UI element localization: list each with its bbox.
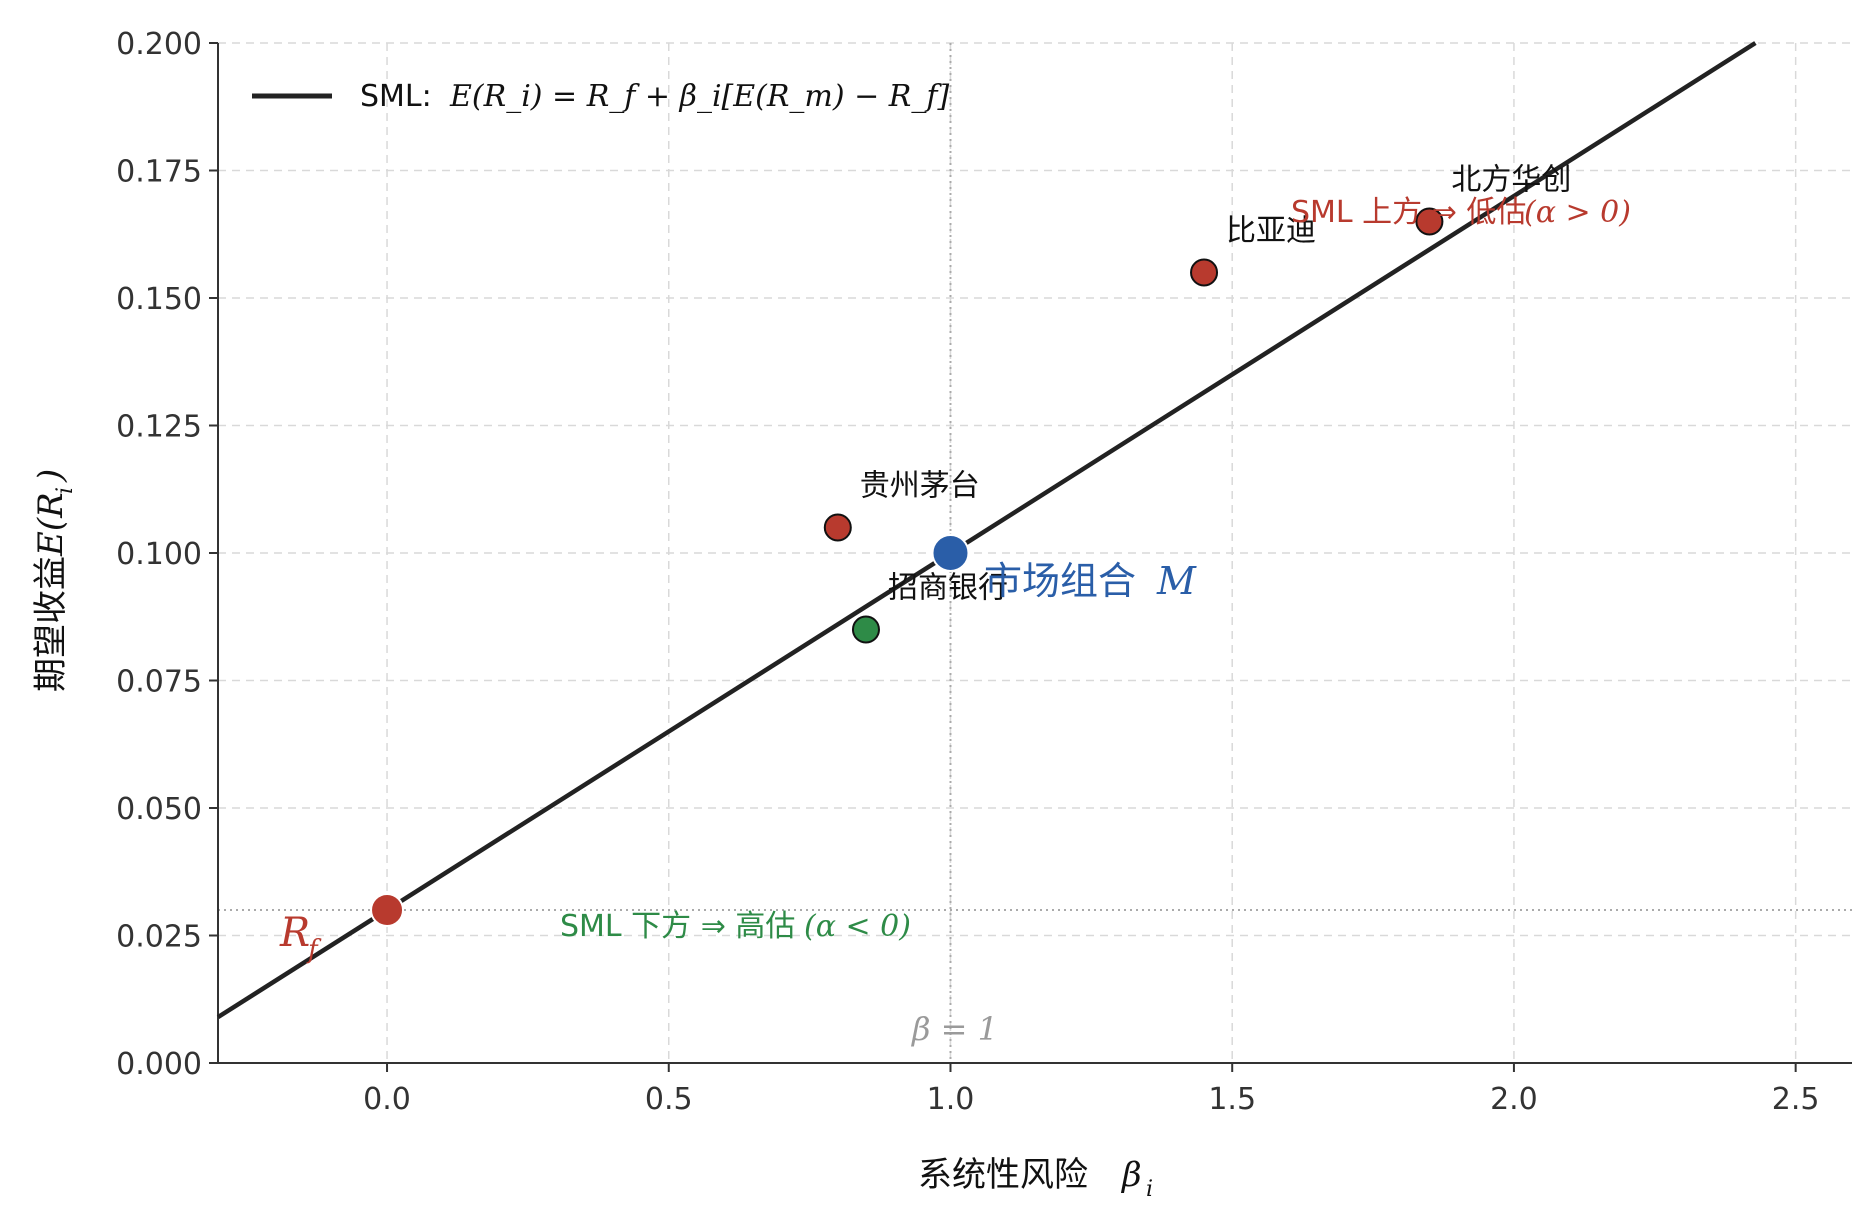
ticks: 0.0 0.5 1.0 1.5 2.0 2.5 0.000 0.025 0.050 0.075 0.…: [116, 27, 1819, 1117]
y-axis-title-sub: i: [53, 487, 78, 494]
x-tick-label: 0.5: [645, 1082, 693, 1117]
annotation-above-formula: (α > 0): [1524, 195, 1631, 230]
beta-one-label: β = 1: [911, 1010, 998, 1048]
y-axis-title: 期望收益 E(R i ): [31, 469, 78, 692]
sml-line: [216, 41, 1757, 1020]
y-axis-title-symbol: E(R: [31, 492, 71, 557]
market-portfolio-label: 市场组合 M: [984, 559, 1197, 603]
x-tick-label: 2.5: [1772, 1082, 1820, 1117]
x-tick-label: 0.0: [363, 1082, 411, 1117]
legend-label-text: SML:: [360, 79, 432, 114]
asset-point-label: 北方华创: [1451, 163, 1571, 198]
annotation-below-sml: SML 下方 ⇒ 高估 (α < 0): [560, 909, 911, 944]
market-label-text: 市场组合: [984, 559, 1136, 603]
market-portfolio-point: [931, 534, 970, 572]
market-label-symbol: M: [1156, 559, 1197, 603]
asset-point: [1415, 207, 1444, 236]
y-tick-label: 0.100: [116, 537, 202, 572]
asset-point: [823, 513, 852, 542]
x-tick-label: 1.5: [1208, 1082, 1256, 1117]
annotation-above-sml: SML 上方 ⇒ 低估 (α > 0): [1291, 195, 1631, 230]
y-tick-label: 0.200: [116, 27, 202, 62]
asset-point-label: 招商银行: [888, 571, 1008, 606]
annotation-above-text: SML 上方 ⇒ 低估: [1291, 195, 1526, 230]
legend-label-formula: E(R_i) = R_f + β_i[E(R_m) − R_f]: [449, 79, 949, 114]
annotation-below-text: SML 下方 ⇒ 高估: [560, 909, 795, 944]
y-tick-label: 0.050: [116, 792, 202, 827]
y-axis-title-text: 期望收益: [31, 556, 71, 692]
x-axis-title: 系统性风险 β i: [918, 1155, 1153, 1202]
y-axis-title-close: ): [31, 469, 71, 483]
rf-label-symbol: R: [279, 910, 310, 956]
asset-point: [851, 615, 880, 644]
legend: SML: E(R_i) = R_f + β_i[E(R_m) − R_f]: [252, 79, 949, 114]
y-tick-label: 0.125: [116, 410, 202, 445]
asset-point-label: 贵州茅台: [860, 469, 980, 504]
y-tick-label: 0.175: [116, 155, 202, 190]
rf-label-sub: f: [306, 935, 322, 965]
risk-free-point: [370, 893, 405, 927]
asset-point-label: 比亚迪: [1226, 214, 1316, 249]
sml-layer: [216, 41, 1757, 1020]
x-tick-label: 2.0: [1490, 1082, 1538, 1117]
annotation-below-formula: (α < 0): [804, 909, 911, 944]
y-tick-label: 0.150: [116, 282, 202, 317]
y-tick-label: 0.075: [116, 665, 202, 700]
y-tick-label: 0.025: [116, 920, 202, 955]
x-tick-label: 1.0: [927, 1082, 975, 1117]
x-axis-title-symbol: β: [1120, 1155, 1142, 1195]
y-tick-label: 0.000: [116, 1047, 202, 1082]
data-points: [370, 207, 1444, 927]
rf-label: R f: [279, 910, 322, 965]
x-axis-title-text: 系统性风险: [918, 1155, 1088, 1195]
asset-point: [1190, 258, 1219, 287]
x-axis-title-sub: i: [1146, 1177, 1153, 1202]
